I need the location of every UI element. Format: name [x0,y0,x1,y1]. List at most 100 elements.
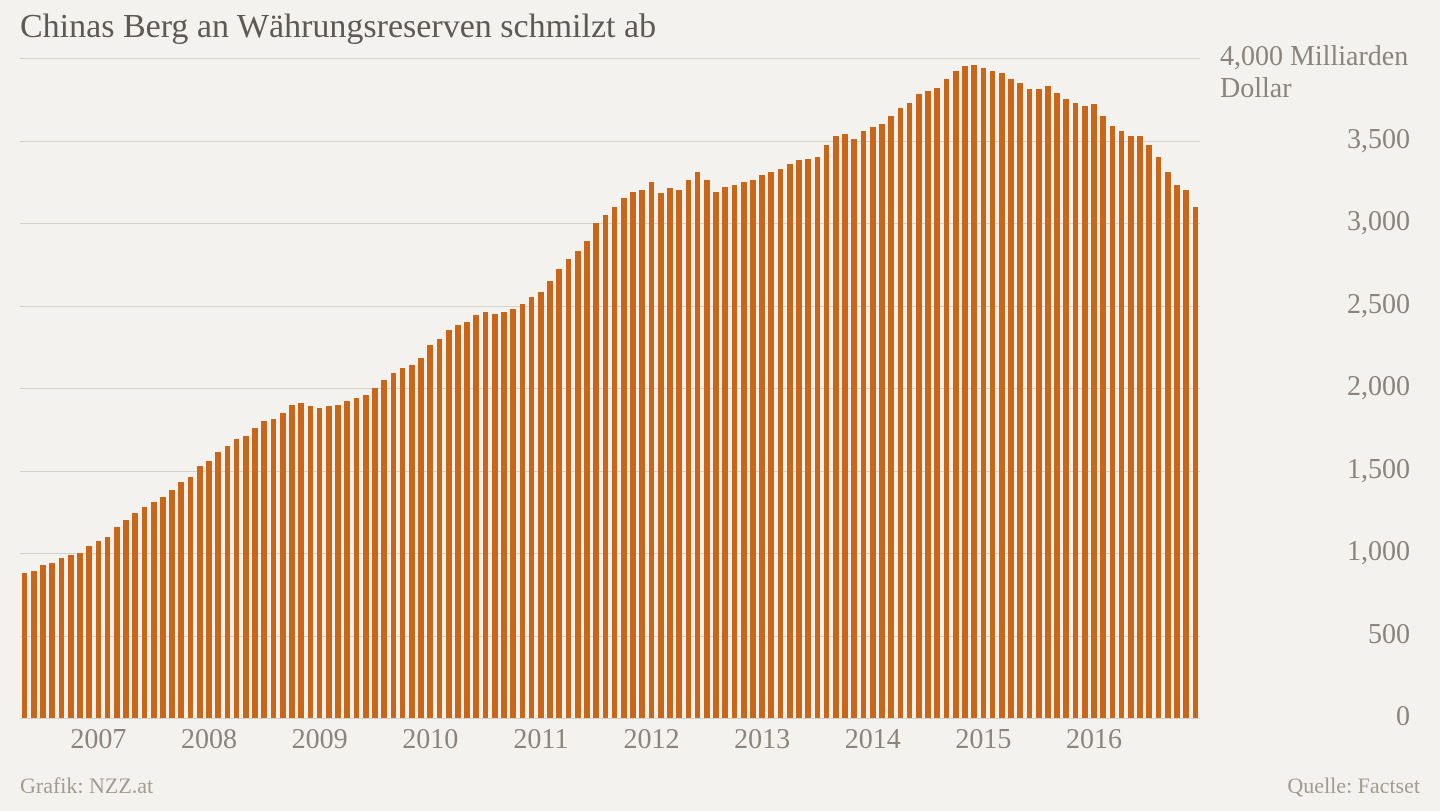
bar-slot [1154,58,1163,718]
bar [842,134,848,718]
bar-slot [306,58,315,718]
bar-slot [490,58,499,718]
bar-slot [536,58,545,718]
bar-slot [831,58,840,718]
x-axis-tick-label: 2008 [181,724,237,756]
bar-slot [250,58,259,718]
bar [916,94,922,718]
bar-slot [951,58,960,718]
bar-slot [684,58,693,718]
bar-slot [380,58,389,718]
bar-slot [1145,58,1154,718]
y-axis-tick-label: 500 [1220,619,1410,651]
bar [732,185,738,718]
bar [953,71,959,718]
bar [833,136,839,718]
bar [667,188,673,718]
bar-slot [121,58,130,718]
bar-slot [592,58,601,718]
y-axis-tick-label: 3,500 [1220,124,1410,156]
bar-slot [1006,58,1015,718]
bar-slot [1108,58,1117,718]
bar [971,65,977,718]
bar-slot [942,58,951,718]
bar-slot [48,58,57,718]
bar [1082,106,1088,718]
bar [501,312,507,718]
plot-area [20,58,1200,718]
bar [31,571,37,718]
bar-slot [398,58,407,718]
bar-slot [85,58,94,718]
bar [1045,86,1051,718]
bar [1100,116,1106,718]
bar-slot [140,58,149,718]
x-axis-tick-label: 2010 [402,724,458,756]
bar [510,309,516,718]
bar [1017,83,1023,718]
bar-slot [1080,58,1089,718]
bar-slot [499,58,508,718]
bar-slot [66,58,75,718]
bar-slot [647,58,656,718]
bar [1073,103,1079,718]
bar-slot [665,58,674,718]
bar [243,436,249,718]
bar [805,159,811,718]
bar-slot [333,58,342,718]
bar [473,315,479,718]
bar [114,527,120,718]
x-axis-tick-label: 2016 [1066,724,1122,756]
bar [824,145,830,718]
bar [686,180,692,718]
bar-slot [933,58,942,718]
bar-slot [297,58,306,718]
bar-slot [518,58,527,718]
bar-slot [555,58,564,718]
bar [96,541,102,718]
bar [603,215,609,718]
bar-slot [822,58,831,718]
bar [1165,172,1171,718]
bar-slot [545,58,554,718]
bar [1193,207,1199,719]
bar [529,297,535,718]
bar-slot [1191,58,1200,718]
bar-slot [195,58,204,718]
bar-slot [38,58,47,718]
bar-slot [1071,58,1080,718]
bar [768,172,774,718]
bar [999,73,1005,718]
bar-slot [776,58,785,718]
bar-slot [1117,58,1126,718]
bar-slot [1089,58,1098,718]
bar [612,207,618,719]
bar [178,482,184,718]
bar-slot [997,58,1006,718]
bar [1008,79,1014,718]
x-axis-tick-label: 2015 [955,724,1011,756]
bar-slot [370,58,379,718]
bar-slot [573,58,582,718]
bar [252,428,258,718]
bar [59,558,65,718]
bar-slot [564,58,573,718]
bar [981,68,987,718]
y-axis-tick-label: 1,500 [1220,454,1410,486]
bar-slot [794,58,803,718]
bar [1183,190,1189,718]
bar [49,563,55,718]
bar-slot [1135,58,1144,718]
bar-slot [1053,58,1062,718]
bar-slot [407,58,416,718]
x-axis-tick-label: 2011 [513,724,568,756]
bar [861,131,867,718]
bar [105,537,111,719]
bar [1027,89,1033,718]
gridline [20,718,1200,719]
bar [215,452,221,718]
bar [1091,104,1097,718]
bar [695,172,701,718]
bar [123,520,129,718]
bar-slot [278,58,287,718]
